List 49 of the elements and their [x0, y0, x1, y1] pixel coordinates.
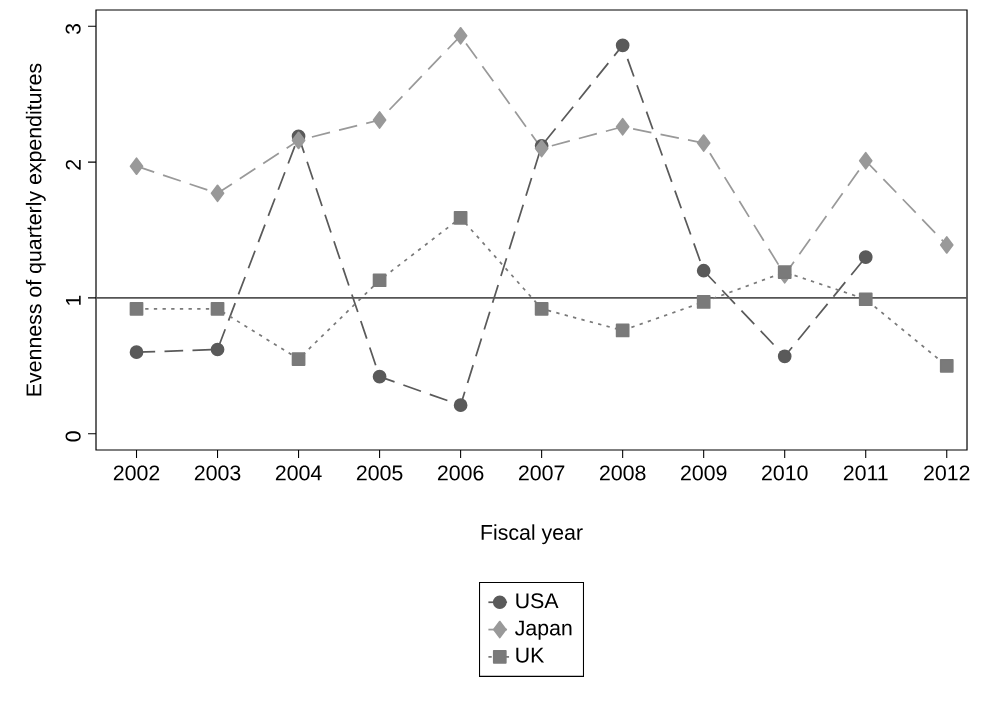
x-tick-label: 2010 — [762, 465, 808, 481]
point — [129, 345, 144, 360]
point — [291, 131, 306, 150]
legend-label: Japan — [515, 620, 572, 640]
x-tick-label: 2005 — [356, 465, 403, 481]
point — [372, 369, 387, 384]
y-tick-label: 3 — [65, 23, 81, 35]
y-tick-label: 1 — [65, 295, 81, 305]
point — [615, 323, 630, 338]
point — [858, 151, 873, 170]
point — [129, 157, 144, 176]
point — [858, 292, 873, 307]
point — [534, 139, 549, 158]
y-tick-label: 2 — [65, 159, 81, 170]
x-tick-label: 2007 — [518, 465, 565, 481]
point — [696, 295, 711, 309]
point — [210, 342, 225, 357]
legend-label: USA — [516, 593, 559, 609]
x-tick-label: 2011 — [843, 465, 888, 481]
legend-label: UK — [516, 647, 545, 663]
x-tick-label: 2012 — [924, 465, 970, 481]
point — [777, 265, 792, 279]
x-axis-title: Fiscal year — [481, 524, 583, 545]
x-tick-label: 2002 — [113, 465, 160, 481]
point — [939, 358, 954, 373]
point — [453, 398, 468, 413]
y-tick-label: 0 — [65, 431, 81, 442]
point — [372, 273, 387, 288]
y-axis-title: Evenness of quarterly expenditures — [25, 63, 46, 396]
point — [372, 111, 387, 129]
point — [615, 117, 630, 136]
point — [615, 38, 630, 53]
point — [534, 301, 549, 316]
point — [696, 263, 711, 278]
point — [210, 184, 225, 203]
x-tick-label: 2009 — [681, 465, 727, 481]
point — [210, 301, 225, 316]
point — [453, 26, 468, 45]
x-tick-label: 2006 — [437, 465, 484, 481]
x-tick-label: 2004 — [275, 465, 322, 481]
point — [777, 349, 792, 364]
point — [696, 134, 711, 152]
point — [291, 352, 306, 366]
point — [129, 301, 144, 316]
x-tick-label: 2008 — [600, 465, 646, 481]
point — [939, 236, 954, 254]
x-tick-label: 2003 — [194, 465, 241, 481]
point — [453, 210, 468, 225]
point — [858, 250, 873, 265]
